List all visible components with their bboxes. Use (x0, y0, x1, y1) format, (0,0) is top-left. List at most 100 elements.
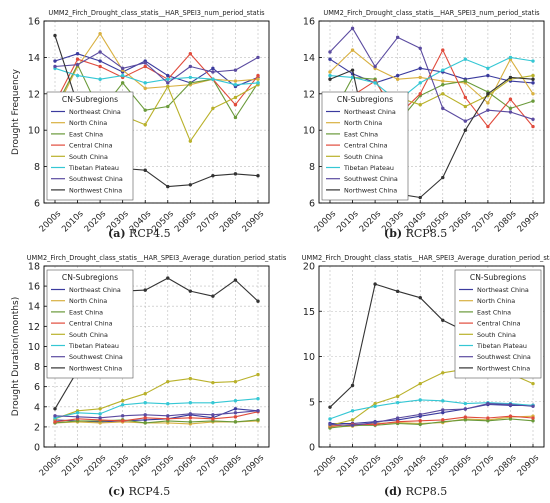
data-point (350, 383, 355, 388)
y-tick-label: 14 (28, 53, 40, 64)
data-point (233, 411, 238, 415)
series-line (330, 403, 533, 425)
data-point (531, 77, 535, 81)
data-point (166, 81, 170, 85)
data-point (418, 195, 422, 200)
data-point (350, 409, 355, 413)
y-tick-label: 20 (303, 262, 315, 273)
x-tick-label: 2010s (335, 209, 361, 235)
series-line (54, 398, 259, 419)
data-point (75, 415, 80, 419)
data-point (211, 66, 215, 71)
series-line (54, 410, 259, 419)
data-point (143, 61, 147, 65)
legend-label: Central China (69, 320, 113, 328)
x-tick-label: 2060s (448, 453, 474, 479)
data-point (395, 419, 400, 424)
data-point (188, 183, 193, 187)
data-point (418, 103, 422, 107)
data-point (75, 73, 80, 78)
data-point (98, 412, 102, 416)
data-point (418, 419, 422, 423)
legend-label: Central China (477, 320, 521, 328)
data-point (211, 294, 215, 298)
legend-label: North China (344, 119, 382, 127)
series-line (54, 53, 259, 88)
x-tick-label: 2000s (38, 209, 64, 235)
x-tick-label: 2060s (448, 209, 474, 235)
data-point (98, 50, 102, 54)
data-point (486, 73, 490, 78)
data-point (53, 64, 57, 69)
data-point (418, 81, 422, 85)
data-point (256, 55, 260, 60)
data-point (531, 381, 535, 386)
data-point (53, 59, 57, 63)
series-line (54, 374, 259, 420)
y-tick-label: 8 (34, 162, 40, 173)
x-tick-label: 2060s (173, 453, 199, 479)
x-tick-label: 2020s (83, 453, 109, 479)
data-point (328, 50, 332, 54)
data-point (233, 79, 238, 83)
data-point (508, 402, 513, 407)
x-tick-label: 2080s (218, 209, 244, 235)
x-tick-label: 2020s (358, 209, 384, 235)
series-line (329, 403, 534, 426)
series-line (329, 49, 534, 128)
series-line (54, 33, 259, 113)
data-point (188, 376, 193, 381)
x-tick-label: 2010s (60, 453, 86, 479)
data-point (256, 81, 260, 85)
data-point (418, 46, 422, 50)
data-point (395, 73, 400, 78)
data-point (486, 419, 490, 423)
data-point (211, 174, 215, 178)
data-point (441, 371, 445, 375)
data-point (188, 416, 193, 420)
data-point (531, 59, 535, 63)
data-point (211, 380, 215, 385)
legend-box (46, 269, 134, 379)
legend-label: Southwest China (69, 353, 123, 361)
chart-a: 68101214162000s2010s2020s2030s2040s2050s… (11, 9, 270, 235)
legend-label: Central China (344, 142, 388, 150)
data-point (418, 295, 422, 300)
y-tick-label: 16 (28, 17, 40, 28)
legend-label: Northeast China (69, 108, 121, 116)
data-point (188, 139, 193, 143)
data-point (463, 401, 468, 406)
series-line (329, 399, 534, 420)
data-point (508, 97, 513, 101)
data-point (531, 92, 535, 96)
data-point (441, 48, 445, 52)
plot-frame (43, 20, 270, 204)
data-point (463, 104, 468, 109)
legend-label: Tibetan Plateau (476, 342, 527, 350)
legend-title: CN-Subregions (62, 273, 118, 282)
data-point (441, 418, 445, 422)
data-point (53, 420, 57, 424)
data-point (143, 86, 147, 91)
caption-b: (b) RCP8.5 (384, 227, 447, 240)
legend-title: CN-Subregions (337, 95, 393, 104)
data-point (395, 77, 400, 81)
y-tick-label: 15 (303, 307, 315, 318)
data-point (441, 175, 445, 180)
data-point (166, 414, 170, 418)
legend-label: Tibetan Plateau (68, 164, 119, 172)
y-tick-label: 5 (309, 397, 315, 408)
y-tick-label: 10 (303, 352, 315, 363)
data-point (441, 92, 445, 96)
x-tick-label: 2030s (380, 453, 406, 479)
data-point (143, 81, 147, 85)
data-point (166, 104, 170, 109)
data-point (98, 77, 102, 81)
data-point (373, 64, 377, 69)
legend-label: Southwest China (69, 175, 123, 183)
data-point (143, 416, 147, 420)
data-point (350, 418, 355, 422)
data-point (418, 381, 422, 386)
data-point (441, 408, 445, 412)
